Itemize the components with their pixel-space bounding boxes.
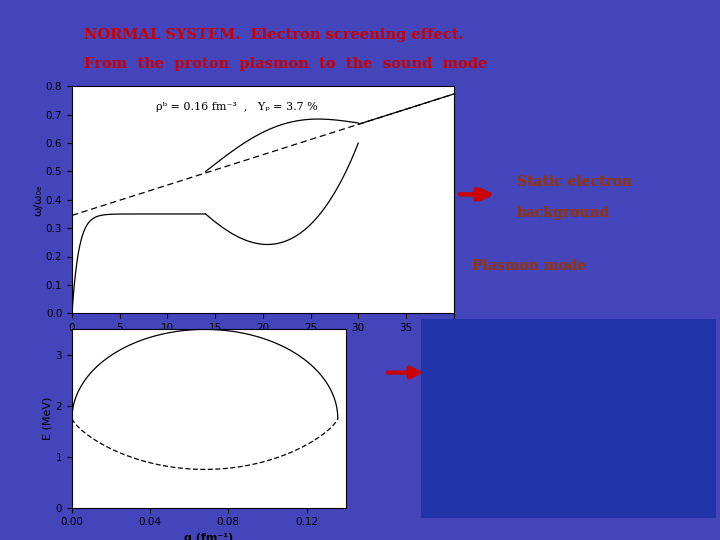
Text: ρᵇ = 0.16 fm⁻³  ,   Yₚ = 3.7 %: ρᵇ = 0.16 fm⁻³ , Yₚ = 3.7 %: [156, 102, 318, 112]
Text: Static electron: Static electron: [517, 175, 632, 189]
Text: Sound mode: Sound mode: [448, 450, 544, 464]
Text: Plasmon mode: Plasmon mode: [472, 259, 587, 273]
Text: background: background: [517, 206, 610, 220]
Text: NORMAL SYSTEM.  Electron screening effect.: NORMAL SYSTEM. Electron screening effect…: [84, 28, 464, 42]
Y-axis label: ω/ω₀ₑ: ω/ω₀ₑ: [33, 184, 43, 215]
X-axis label: q (MeV): q (MeV): [235, 339, 291, 352]
Text: With screening: With screening: [448, 390, 567, 404]
Y-axis label: E (MeV): E (MeV): [43, 397, 53, 440]
Text: From  the  proton  plasmon  to  the  sound  mode: From the proton plasmon to the sound mod…: [84, 57, 487, 71]
X-axis label: q (fm⁻¹): q (fm⁻¹): [184, 533, 233, 540]
